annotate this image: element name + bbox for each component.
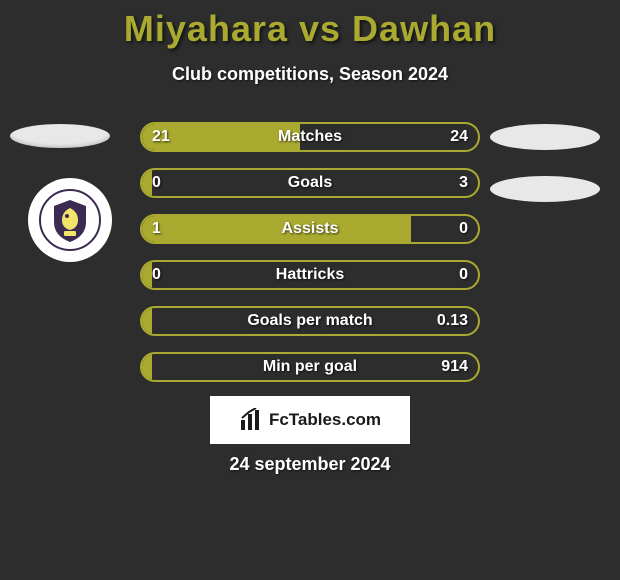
stat-right-value: 914	[441, 358, 468, 376]
stat-bar-fill	[142, 170, 152, 196]
stat-left-value: 0	[152, 266, 161, 284]
brand-plate: FcTables.com	[210, 396, 410, 444]
stat-right-value: 0	[459, 220, 468, 238]
stat-label: Goals per match	[247, 312, 372, 330]
stat-left-value: 0	[152, 174, 161, 192]
comparison-infographic: Miyahara vs Dawhan Club competitions, Se…	[0, 0, 620, 580]
stat-label: Assists	[282, 220, 339, 238]
stat-bar-fill	[142, 262, 152, 288]
stat-bar-fill	[142, 308, 152, 334]
page-subtitle: Club competitions, Season 2024	[0, 64, 620, 85]
stat-bar-fill	[142, 354, 152, 380]
stat-bar-row: Goals per match 0.13	[140, 306, 480, 336]
stat-label: Goals	[288, 174, 332, 192]
brand-text: FcTables.com	[269, 410, 381, 430]
stat-right-value: 0.13	[437, 312, 468, 330]
stat-bars: 21 Matches 24 0 Goals 3 1 Assists 0 0 Hattricks 0 Go…	[140, 122, 480, 398]
club-badge	[28, 178, 112, 262]
stat-label: Matches	[278, 128, 342, 146]
player-ellipse-right-2	[490, 176, 600, 202]
bar-chart-icon	[239, 408, 263, 432]
stat-bar-row: Min per goal 914	[140, 352, 480, 382]
stat-bar-fill	[142, 216, 411, 242]
stat-bar-row: 1 Assists 0	[140, 214, 480, 244]
page-title: Miyahara vs Dawhan	[0, 0, 620, 50]
stat-label: Min per goal	[263, 358, 357, 376]
stat-left-value: 1	[152, 220, 161, 238]
date-footer: 24 september 2024	[0, 454, 620, 475]
stat-left-value: 21	[152, 128, 170, 146]
stat-bar-row: 21 Matches 24	[140, 122, 480, 152]
club-badge-icon	[38, 188, 102, 252]
stat-right-value: 0	[459, 266, 468, 284]
stat-bar-row: 0 Goals 3	[140, 168, 480, 198]
stat-right-value: 24	[450, 128, 468, 146]
player-ellipse-left	[10, 124, 110, 148]
stat-bar-row: 0 Hattricks 0	[140, 260, 480, 290]
stat-label: Hattricks	[276, 266, 344, 284]
stat-right-value: 3	[459, 174, 468, 192]
player-ellipse-right-1	[490, 124, 600, 150]
